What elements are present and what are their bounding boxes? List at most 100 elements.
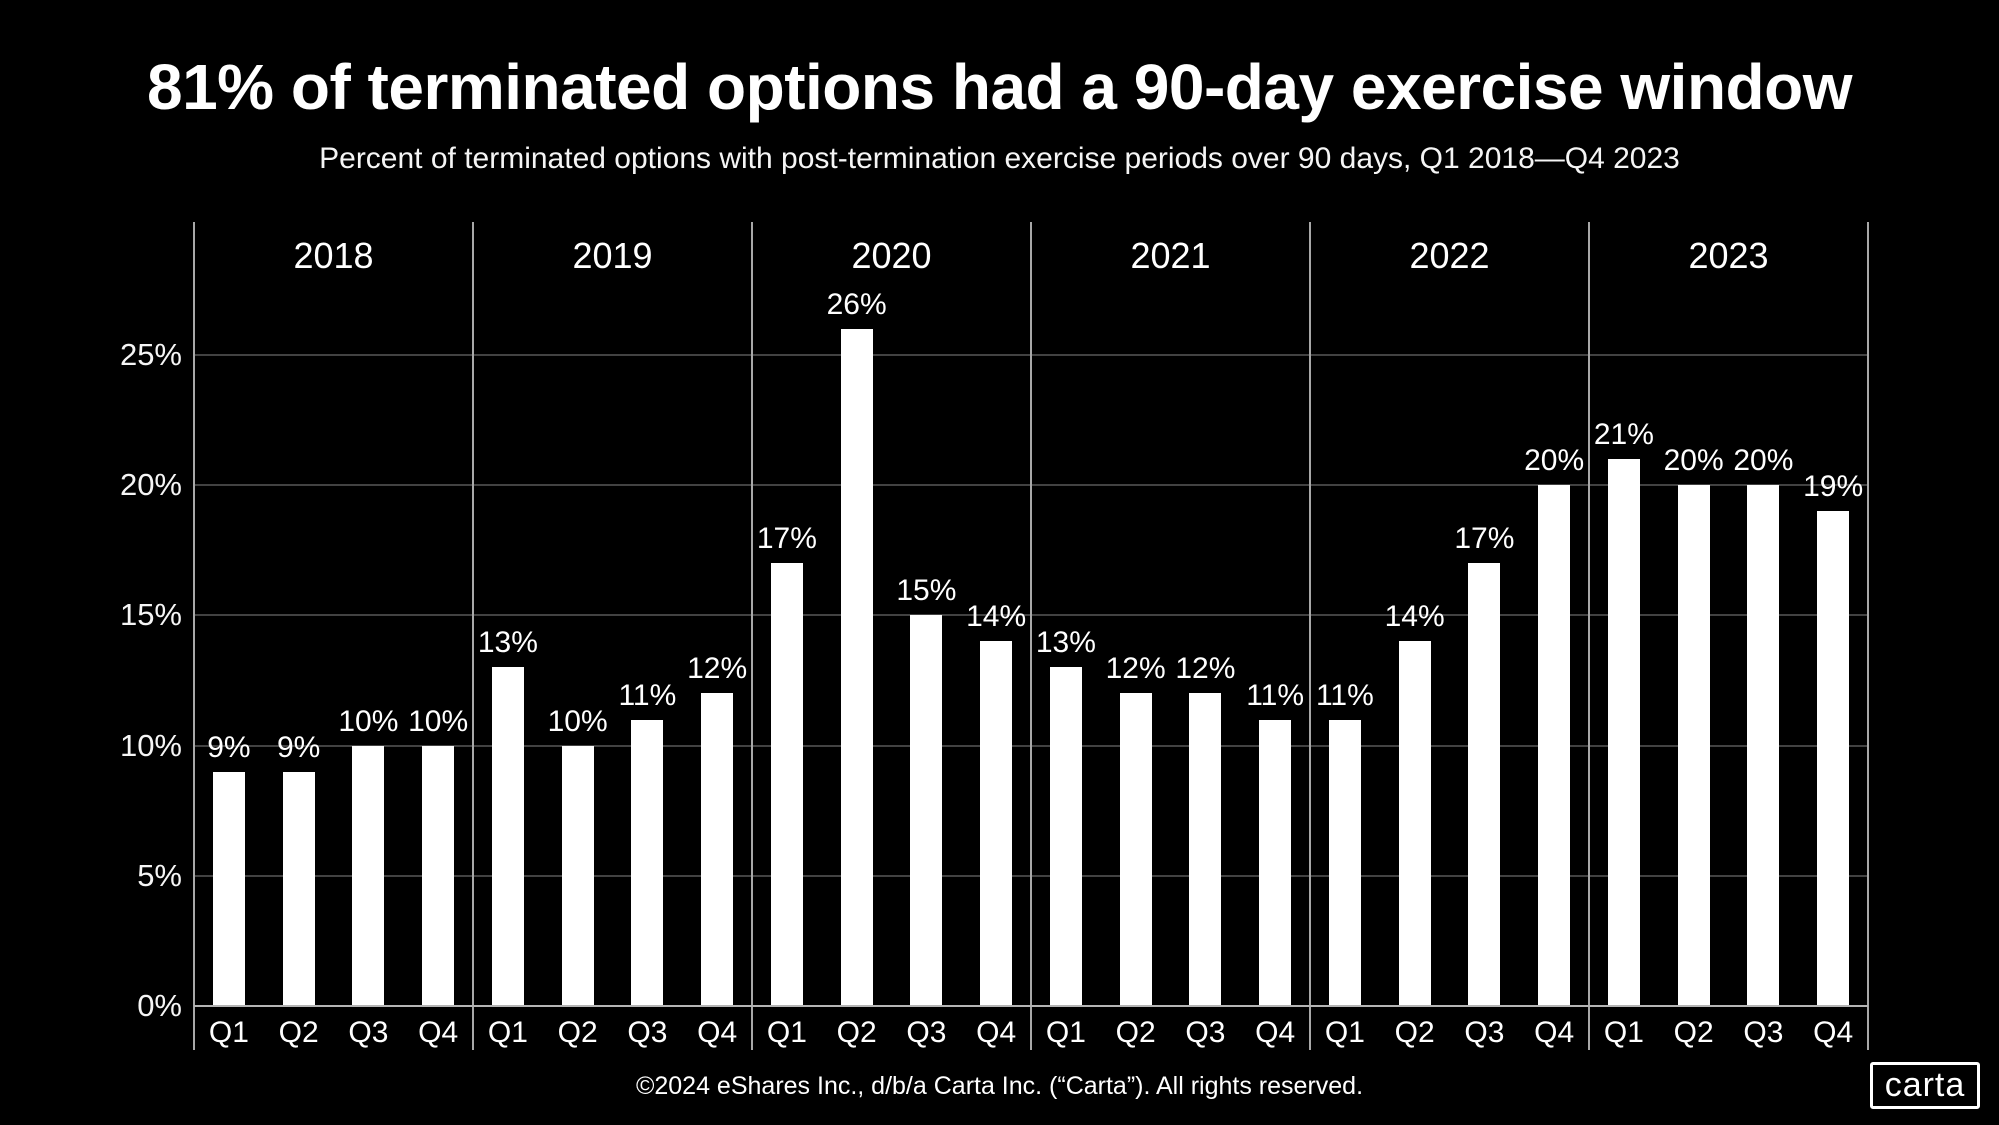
- x-axis-quarter-label: Q3: [1185, 1016, 1226, 1049]
- x-axis-quarter-label: Q2: [1673, 1016, 1714, 1049]
- year-separator-line: [1309, 222, 1311, 1050]
- year-separator-line: [193, 222, 195, 1050]
- y-axis-tick-label: 25%: [119, 336, 182, 372]
- carta-logo-text: carta: [1884, 1066, 1966, 1104]
- x-axis-quarter-label: Q4: [1534, 1016, 1575, 1049]
- x-axis-quarter-label: Q1: [766, 1016, 807, 1049]
- year-label-2018: 2018: [293, 235, 374, 276]
- copyright-text: ©2024 eShares Inc., d/b/a Carta Inc. (“C…: [635, 1072, 1364, 1100]
- bar-2022-q1: [1328, 719, 1361, 1006]
- y-axis: 0% 5% 10% 15% 20% 25%: [0, 222, 182, 1023]
- chart-subtitle: Percent of terminated options with post-…: [319, 142, 1680, 175]
- bar-value-label-2020-q4: 14%: [966, 600, 1027, 634]
- bar-2020-q4: [980, 641, 1013, 1006]
- bar-value-label-2023-q1: 21%: [1593, 418, 1654, 452]
- bar-2021-q4: [1259, 719, 1292, 1006]
- bar-2022-q4: [1538, 485, 1571, 1006]
- plot-area: 2018 9% Q1 9% Q2 10% Q3 10% Q4 2019 13% Q1 10% Q2 11% Q…: [193, 222, 1869, 1050]
- bar-value-label-2019-q1: 13%: [477, 626, 538, 660]
- x-axis-quarter-label: Q2: [278, 1016, 319, 1049]
- x-axis-quarter-label: Q1: [1324, 1016, 1365, 1049]
- x-axis-quarter-label: Q1: [1603, 1016, 1644, 1049]
- bar-2023-q1: [1607, 459, 1640, 1006]
- carta-logo: carta: [1870, 1062, 1980, 1109]
- x-axis-quarter-label: Q3: [627, 1016, 668, 1049]
- bar-2019-q2: [561, 745, 594, 1006]
- y-axis-tick-label: 20%: [119, 467, 182, 503]
- x-axis-quarter-label: Q4: [976, 1016, 1017, 1049]
- year-separator-line: [751, 222, 753, 1050]
- bar-2023-q3: [1747, 485, 1780, 1006]
- chart-title: 81% of terminated options had a 90-day e…: [146, 51, 1853, 123]
- bar-value-label-2021-q3: 12%: [1175, 652, 1236, 686]
- bar-value-label-2022-q4: 20%: [1524, 444, 1585, 478]
- bar-2023-q4: [1817, 511, 1850, 1006]
- bar-value-label-2022-q2: 14%: [1384, 600, 1445, 634]
- bar-2018-q4: [422, 745, 455, 1006]
- bar-value-label-2019-q3: 11%: [618, 678, 677, 712]
- bar-2020-q1: [770, 563, 803, 1006]
- year-label-2021: 2021: [1130, 235, 1211, 276]
- year-separator-line: [1588, 222, 1590, 1050]
- bar-2023-q2: [1677, 485, 1710, 1006]
- x-axis-quarter-label: Q3: [1743, 1016, 1784, 1049]
- year-label-2019: 2019: [572, 235, 653, 276]
- year-label-2022: 2022: [1409, 235, 1490, 276]
- bar-2019-q3: [631, 719, 664, 1006]
- bar-value-label-2018-q3: 10%: [338, 704, 399, 738]
- x-axis-quarter-label: Q4: [697, 1016, 738, 1049]
- x-axis-quarter-label: Q1: [1045, 1016, 1086, 1049]
- year-label-2023: 2023: [1688, 235, 1769, 276]
- x-axis-quarter-label: Q1: [208, 1016, 249, 1049]
- bar-value-label-2021-q2: 12%: [1105, 652, 1166, 686]
- y-axis-tick-label: 15%: [119, 597, 182, 633]
- x-axis-quarter-label: Q4: [1255, 1016, 1296, 1049]
- bar-2019-q4: [701, 693, 734, 1006]
- x-axis-quarter-label: Q2: [836, 1016, 877, 1049]
- year-separator-line: [1867, 222, 1869, 1050]
- bar-2018-q2: [282, 771, 315, 1006]
- x-axis-quarter-label: Q3: [1464, 1016, 1505, 1049]
- bar-value-label-2020-q1: 17%: [756, 522, 817, 556]
- x-axis-quarter-label: Q2: [557, 1016, 598, 1049]
- bar-value-label-2020-q3: 15%: [896, 574, 957, 608]
- bar-value-label-2021-q1: 13%: [1035, 626, 1096, 660]
- bar-value-label-2019-q4: 12%: [687, 652, 748, 686]
- bar-2021-q1: [1049, 667, 1082, 1006]
- bar-value-label-2019-q2: 10%: [547, 704, 608, 738]
- x-axis-quarter-label: Q2: [1115, 1016, 1156, 1049]
- bar-value-label-2022-q1: 11%: [1315, 678, 1374, 712]
- bar-value-label-2023-q4: 19%: [1803, 470, 1864, 504]
- bar-value-label-2022-q3: 17%: [1454, 522, 1515, 556]
- x-axis-quarter-label: Q2: [1394, 1016, 1435, 1049]
- bar-2021-q2: [1119, 693, 1152, 1006]
- bar-value-label-2023-q3: 20%: [1733, 444, 1794, 478]
- y-axis-tick-label: 10%: [119, 727, 182, 763]
- bar-value-label-2018-q4: 10%: [408, 704, 469, 738]
- bar-2019-q1: [491, 667, 524, 1006]
- x-axis-quarter-label: Q4: [418, 1016, 459, 1049]
- bar-value-label-2020-q2: 26%: [826, 287, 887, 321]
- x-axis-quarter-label: Q3: [348, 1016, 389, 1049]
- y-axis-tick-label: 5%: [137, 857, 182, 893]
- year-label-2020: 2020: [851, 235, 932, 276]
- x-axis-baseline: [194, 1005, 1868, 1007]
- bar-2020-q2: [840, 328, 873, 1006]
- bar-value-label-2018-q2: 9%: [276, 730, 321, 764]
- bar-2022-q2: [1398, 641, 1431, 1006]
- bar-2020-q3: [910, 615, 943, 1006]
- y-axis-tick-label: 0%: [137, 988, 182, 1023]
- x-axis-quarter-label: Q1: [487, 1016, 528, 1049]
- bar-2022-q3: [1468, 563, 1501, 1006]
- year-separator-line: [472, 222, 474, 1050]
- bar-2018-q1: [212, 771, 245, 1006]
- x-axis-quarter-label: Q4: [1813, 1016, 1854, 1049]
- bar-value-label-2023-q2: 20%: [1663, 444, 1724, 478]
- bar-value-label-2021-q4: 11%: [1246, 678, 1305, 712]
- bar-2018-q3: [352, 745, 385, 1006]
- bar-value-label-2018-q1: 9%: [207, 730, 251, 764]
- bar-2021-q3: [1189, 693, 1222, 1006]
- x-axis-quarter-label: Q3: [906, 1016, 947, 1049]
- year-separator-line: [1030, 222, 1032, 1050]
